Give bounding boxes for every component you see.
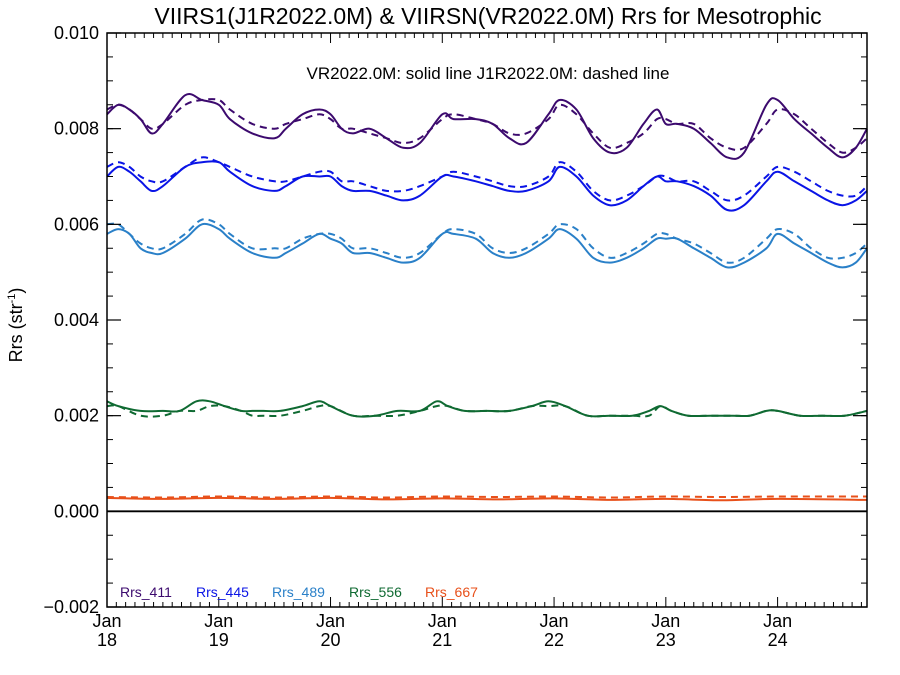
x-tick-month-label: Jan bbox=[316, 611, 345, 631]
series-layer bbox=[106, 93, 868, 502]
plot-frame bbox=[106, 32, 868, 608]
x-tick-month-label: Jan bbox=[428, 611, 457, 631]
y-axis-label-sup: -1 bbox=[6, 294, 18, 304]
y-axis-label-close: ) bbox=[6, 288, 26, 294]
legend: Rrs_411 Rrs_445 Rrs_489 Rrs_556 Rrs_667 bbox=[120, 584, 478, 600]
y-tick-label: −0.002 bbox=[43, 597, 99, 617]
x-tick-year-label: 21 bbox=[432, 630, 452, 650]
y-tick-label: 0.006 bbox=[54, 214, 99, 234]
x-tick-year-label: 18 bbox=[97, 630, 117, 650]
series-line-rrs-556-dashed bbox=[106, 404, 868, 418]
x-tick-year-label: 19 bbox=[209, 630, 229, 650]
y-axis-label: Rrs (str-1) bbox=[6, 288, 26, 363]
x-tick-month-label: Jan bbox=[92, 611, 121, 631]
x-tick-year-label: 23 bbox=[656, 630, 676, 650]
series-line-rrs-489-solid bbox=[106, 222, 868, 269]
y-tick-label: 0.008 bbox=[54, 119, 99, 139]
legend-entry: Rrs_489 bbox=[272, 584, 325, 600]
series-line-rrs-489-dashed bbox=[106, 218, 868, 264]
legend-entry: Rrs_667 bbox=[425, 584, 478, 600]
x-tick-month-label: Jan bbox=[763, 611, 792, 631]
series-line-rrs-445-solid bbox=[106, 160, 868, 212]
x-tick-month-label: Jan bbox=[651, 611, 680, 631]
series-line-rrs-667-dashed bbox=[106, 495, 868, 499]
x-tick-year-label: 20 bbox=[321, 630, 341, 650]
axes-layer: −0.0020.0000.0020.0040.0060.0080.010Jan1… bbox=[43, 23, 867, 650]
legend-entry: Rrs_556 bbox=[349, 584, 402, 600]
x-tick-month-label: Jan bbox=[204, 611, 233, 631]
series-line-rrs-411-dashed bbox=[106, 98, 868, 154]
x-tick-year-label: 24 bbox=[768, 630, 788, 650]
y-axis-label-text: Rrs (str bbox=[6, 303, 26, 362]
y-tick-label: 0.002 bbox=[54, 406, 99, 426]
legend-entry: Rrs_445 bbox=[196, 584, 249, 600]
legend-entry: Rrs_411 bbox=[120, 584, 172, 600]
chart-title: VIIRS1(J1R2022.0M) & VIIRSN(VR2022.0M) R… bbox=[154, 3, 821, 29]
x-tick-year-label: 22 bbox=[544, 630, 564, 650]
chart-subtitle: VR2022.0M: solid line J1R2022.0M: dashed… bbox=[307, 64, 670, 83]
y-tick-label: 0.000 bbox=[54, 501, 99, 521]
x-tick-month-label: Jan bbox=[540, 611, 569, 631]
y-tick-label: 0.010 bbox=[54, 23, 99, 43]
series-line-rrs-667-solid bbox=[106, 496, 868, 502]
series-line-rrs-411-solid bbox=[106, 93, 868, 160]
y-tick-label: 0.004 bbox=[54, 310, 99, 330]
